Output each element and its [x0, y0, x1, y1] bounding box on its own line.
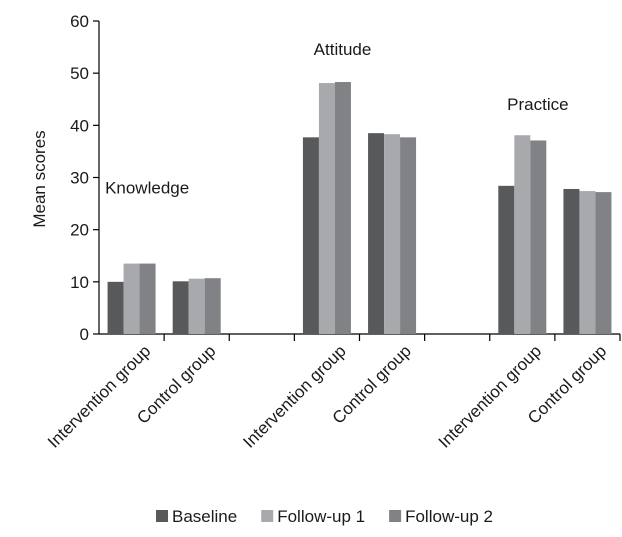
legend-label: Follow-up 2: [405, 507, 493, 526]
bar-baseline: [368, 133, 385, 334]
y-axis: 0 10 20 30 40 50 60: [70, 12, 100, 344]
bar-follow-up-2: [139, 263, 156, 334]
y-tick-label: 20: [70, 221, 89, 240]
x-category-label: Intervention group: [44, 341, 154, 451]
legend-swatch: [261, 510, 274, 522]
bar-follow-up-1: [514, 135, 531, 334]
legend-swatch: [156, 510, 168, 522]
bar-baseline: [172, 281, 189, 334]
y-tick-label: 50: [70, 64, 89, 83]
legend: Baseline Follow-up 1 Follow-up 2: [156, 507, 493, 526]
bar-follow-up-1: [579, 191, 596, 334]
y-axis-title: Mean scores: [30, 130, 49, 227]
y-tick-label: 10: [70, 273, 89, 292]
y-tick-label: 60: [70, 12, 89, 31]
bar-follow-up-2: [204, 278, 221, 334]
bar-follow-up-1: [384, 134, 401, 334]
bar-follow-up-1: [188, 278, 205, 334]
bar-follow-up-1: [123, 263, 140, 334]
bar-follow-up-2: [595, 192, 612, 334]
bar-follow-up-1: [318, 83, 335, 334]
bar-follow-up-2: [530, 140, 547, 334]
y-tick-label: 0: [80, 325, 89, 344]
bar-baseline: [563, 188, 580, 334]
legend-label: Baseline: [172, 507, 237, 526]
y-tick-label: 30: [70, 169, 89, 188]
y-tick-label: 40: [70, 116, 89, 135]
bar-baseline: [498, 185, 515, 334]
group-label: Attitude: [314, 40, 372, 59]
group-label: Knowledge: [105, 179, 189, 198]
bar-follow-up-2: [334, 82, 351, 334]
legend-label: Follow-up 1: [277, 507, 365, 526]
x-category-label: Intervention group: [239, 341, 349, 451]
group-label: Practice: [507, 95, 568, 114]
legend-swatch: [389, 510, 402, 522]
bars: [107, 82, 612, 334]
group-labels: Knowledge Attitude Practice: [105, 40, 569, 198]
x-category-label: Intervention group: [435, 341, 545, 451]
bar-baseline: [302, 137, 319, 334]
bar-baseline: [107, 281, 124, 334]
bar-follow-up-2: [400, 137, 417, 334]
